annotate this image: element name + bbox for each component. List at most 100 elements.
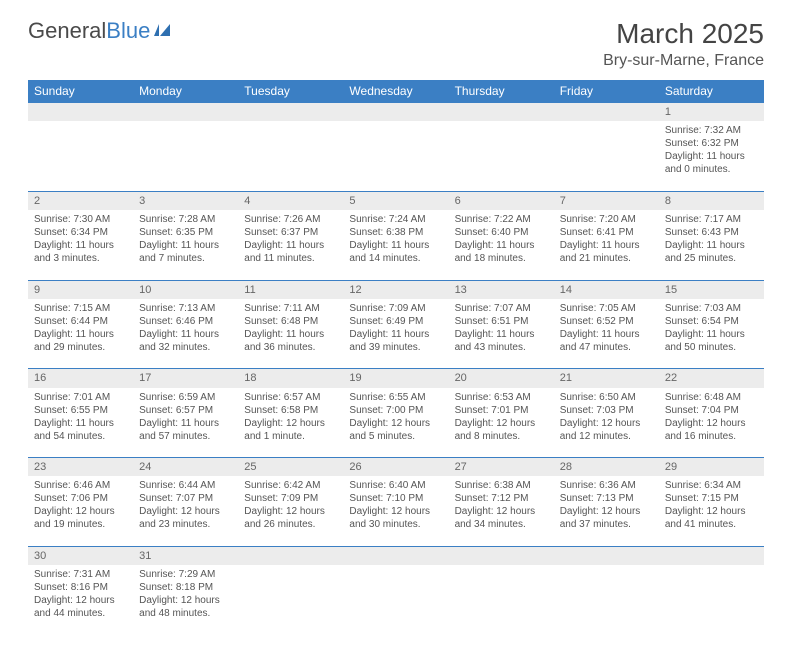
day-cell: Sunrise: 6:48 AMSunset: 7:04 PMDaylight:… xyxy=(659,388,764,458)
day-content: Sunrise: 6:57 AMSunset: 6:58 PMDaylight:… xyxy=(238,388,343,449)
day-number-cell: 21 xyxy=(554,369,659,388)
sunset-line: Sunset: 6:49 PM xyxy=(349,315,442,328)
sunset-line: Sunset: 7:01 PM xyxy=(455,404,548,417)
sunset-line: Sunset: 6:52 PM xyxy=(560,315,653,328)
sunrise-line: Sunrise: 6:55 AM xyxy=(349,391,442,404)
day-cell: Sunrise: 6:53 AMSunset: 7:01 PMDaylight:… xyxy=(449,388,554,458)
daylight-line: Daylight: 12 hours and 1 minute. xyxy=(244,417,337,443)
day-content-row: Sunrise: 7:31 AMSunset: 8:16 PMDaylight:… xyxy=(28,565,764,635)
daylight-line: Daylight: 11 hours and 43 minutes. xyxy=(455,328,548,354)
logo-text-blue: Blue xyxy=(106,18,150,44)
sunset-line: Sunset: 7:04 PM xyxy=(665,404,758,417)
daylight-line: Daylight: 11 hours and 25 minutes. xyxy=(665,239,758,265)
logo: GeneralBlue xyxy=(28,18,174,44)
day-number-cell xyxy=(554,546,659,565)
day-number-cell: 9 xyxy=(28,280,133,299)
day-content-row: Sunrise: 7:30 AMSunset: 6:34 PMDaylight:… xyxy=(28,210,764,280)
daylight-line: Daylight: 11 hours and 36 minutes. xyxy=(244,328,337,354)
day-cell: Sunrise: 6:55 AMSunset: 7:00 PMDaylight:… xyxy=(343,388,448,458)
daylight-line: Daylight: 12 hours and 44 minutes. xyxy=(34,594,127,620)
daylight-line: Daylight: 11 hours and 50 minutes. xyxy=(665,328,758,354)
sunset-line: Sunset: 7:00 PM xyxy=(349,404,442,417)
sunrise-line: Sunrise: 6:44 AM xyxy=(139,479,232,492)
day-cell: Sunrise: 6:40 AMSunset: 7:10 PMDaylight:… xyxy=(343,476,448,546)
sunset-line: Sunset: 6:38 PM xyxy=(349,226,442,239)
sunrise-line: Sunrise: 6:42 AM xyxy=(244,479,337,492)
day-content: Sunrise: 7:01 AMSunset: 6:55 PMDaylight:… xyxy=(28,388,133,449)
sunset-line: Sunset: 7:15 PM xyxy=(665,492,758,505)
daylight-line: Daylight: 12 hours and 30 minutes. xyxy=(349,505,442,531)
weekday-header: Thursday xyxy=(449,80,554,103)
day-content: Sunrise: 6:50 AMSunset: 7:03 PMDaylight:… xyxy=(554,388,659,449)
day-cell: Sunrise: 6:34 AMSunset: 7:15 PMDaylight:… xyxy=(659,476,764,546)
daylight-line: Daylight: 12 hours and 5 minutes. xyxy=(349,417,442,443)
sunset-line: Sunset: 6:37 PM xyxy=(244,226,337,239)
daylight-line: Daylight: 12 hours and 12 minutes. xyxy=(560,417,653,443)
day-number-cell: 26 xyxy=(343,458,448,477)
day-content: Sunrise: 7:26 AMSunset: 6:37 PMDaylight:… xyxy=(238,210,343,271)
weekday-header-row: SundayMondayTuesdayWednesdayThursdayFrid… xyxy=(28,80,764,103)
day-number-cell: 17 xyxy=(133,369,238,388)
daylight-line: Daylight: 12 hours and 26 minutes. xyxy=(244,505,337,531)
sunset-line: Sunset: 6:48 PM xyxy=(244,315,337,328)
day-content: Sunrise: 7:29 AMSunset: 8:18 PMDaylight:… xyxy=(133,565,238,626)
day-number-cell: 6 xyxy=(449,191,554,210)
day-number-cell: 8 xyxy=(659,191,764,210)
day-cell: Sunrise: 7:22 AMSunset: 6:40 PMDaylight:… xyxy=(449,210,554,280)
day-number-cell xyxy=(449,546,554,565)
day-number-cell xyxy=(238,546,343,565)
day-number-cell: 15 xyxy=(659,280,764,299)
day-cell: Sunrise: 7:30 AMSunset: 6:34 PMDaylight:… xyxy=(28,210,133,280)
sunset-line: Sunset: 7:06 PM xyxy=(34,492,127,505)
sunset-line: Sunset: 7:10 PM xyxy=(349,492,442,505)
sunset-line: Sunset: 8:18 PM xyxy=(139,581,232,594)
day-number-cell xyxy=(449,103,554,122)
daynum-row: 9101112131415 xyxy=(28,280,764,299)
day-cell: Sunrise: 6:57 AMSunset: 6:58 PMDaylight:… xyxy=(238,388,343,458)
daylight-line: Daylight: 12 hours and 37 minutes. xyxy=(560,505,653,531)
sunrise-line: Sunrise: 7:29 AM xyxy=(139,568,232,581)
weekday-header: Sunday xyxy=(28,80,133,103)
sunrise-line: Sunrise: 7:05 AM xyxy=(560,302,653,315)
sunrise-line: Sunrise: 7:01 AM xyxy=(34,391,127,404)
day-content: Sunrise: 7:11 AMSunset: 6:48 PMDaylight:… xyxy=(238,299,343,360)
day-content: Sunrise: 7:30 AMSunset: 6:34 PMDaylight:… xyxy=(28,210,133,271)
day-number-cell: 7 xyxy=(554,191,659,210)
sunset-line: Sunset: 6:35 PM xyxy=(139,226,232,239)
day-number-cell: 28 xyxy=(554,458,659,477)
sunrise-line: Sunrise: 6:48 AM xyxy=(665,391,758,404)
sunset-line: Sunset: 6:55 PM xyxy=(34,404,127,417)
day-content: Sunrise: 6:44 AMSunset: 7:07 PMDaylight:… xyxy=(133,476,238,537)
day-content: Sunrise: 6:59 AMSunset: 6:57 PMDaylight:… xyxy=(133,388,238,449)
day-content: Sunrise: 6:40 AMSunset: 7:10 PMDaylight:… xyxy=(343,476,448,537)
daylight-line: Daylight: 11 hours and 18 minutes. xyxy=(455,239,548,265)
day-cell: Sunrise: 7:03 AMSunset: 6:54 PMDaylight:… xyxy=(659,299,764,369)
sunrise-line: Sunrise: 7:03 AM xyxy=(665,302,758,315)
calendar-table: SundayMondayTuesdayWednesdayThursdayFrid… xyxy=(28,80,764,635)
daylight-line: Daylight: 11 hours and 29 minutes. xyxy=(34,328,127,354)
day-content: Sunrise: 6:42 AMSunset: 7:09 PMDaylight:… xyxy=(238,476,343,537)
weekday-header: Friday xyxy=(554,80,659,103)
day-cell: Sunrise: 7:26 AMSunset: 6:37 PMDaylight:… xyxy=(238,210,343,280)
day-number-cell: 5 xyxy=(343,191,448,210)
day-cell: Sunrise: 7:29 AMSunset: 8:18 PMDaylight:… xyxy=(133,565,238,635)
sunset-line: Sunset: 7:12 PM xyxy=(455,492,548,505)
sunrise-line: Sunrise: 6:57 AM xyxy=(244,391,337,404)
daylight-line: Daylight: 12 hours and 19 minutes. xyxy=(34,505,127,531)
sunset-line: Sunset: 6:46 PM xyxy=(139,315,232,328)
sunrise-line: Sunrise: 7:28 AM xyxy=(139,213,232,226)
daylight-line: Daylight: 12 hours and 23 minutes. xyxy=(139,505,232,531)
day-content: Sunrise: 7:32 AMSunset: 6:32 PMDaylight:… xyxy=(659,121,764,182)
day-content: Sunrise: 7:03 AMSunset: 6:54 PMDaylight:… xyxy=(659,299,764,360)
day-number-cell: 24 xyxy=(133,458,238,477)
day-cell: Sunrise: 7:13 AMSunset: 6:46 PMDaylight:… xyxy=(133,299,238,369)
sunset-line: Sunset: 6:58 PM xyxy=(244,404,337,417)
sunrise-line: Sunrise: 6:38 AM xyxy=(455,479,548,492)
day-cell: Sunrise: 7:09 AMSunset: 6:49 PMDaylight:… xyxy=(343,299,448,369)
sunset-line: Sunset: 6:54 PM xyxy=(665,315,758,328)
sunset-line: Sunset: 7:07 PM xyxy=(139,492,232,505)
day-content: Sunrise: 6:46 AMSunset: 7:06 PMDaylight:… xyxy=(28,476,133,537)
day-number-cell: 16 xyxy=(28,369,133,388)
sunset-line: Sunset: 8:16 PM xyxy=(34,581,127,594)
sunset-line: Sunset: 6:34 PM xyxy=(34,226,127,239)
